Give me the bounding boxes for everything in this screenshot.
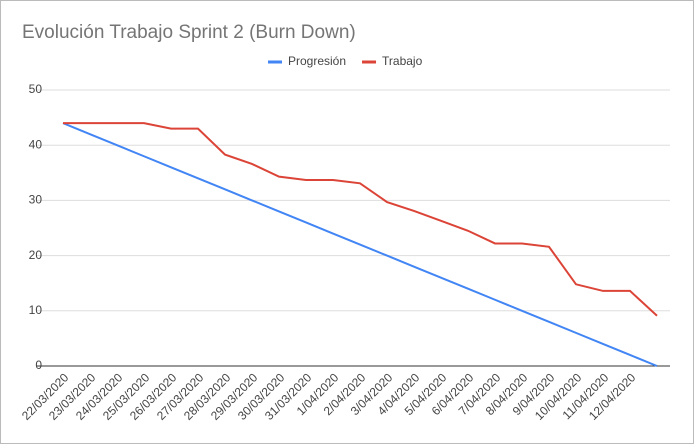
- y-tick-label: 40: [29, 137, 43, 151]
- legend-label: Trabajo: [382, 54, 423, 68]
- y-tick-label: 0: [35, 358, 42, 372]
- legend-label: Progresión: [288, 54, 346, 68]
- y-tick-label: 20: [29, 248, 43, 262]
- series-line: [63, 122, 658, 317]
- y-tick-label: 50: [29, 82, 43, 96]
- y-tick-label: 30: [29, 193, 43, 207]
- series-line: [62, 122, 658, 367]
- chart-title: Evolución Trabajo Sprint 2 (Burn Down): [22, 22, 356, 43]
- y-tick-label: 10: [29, 303, 43, 317]
